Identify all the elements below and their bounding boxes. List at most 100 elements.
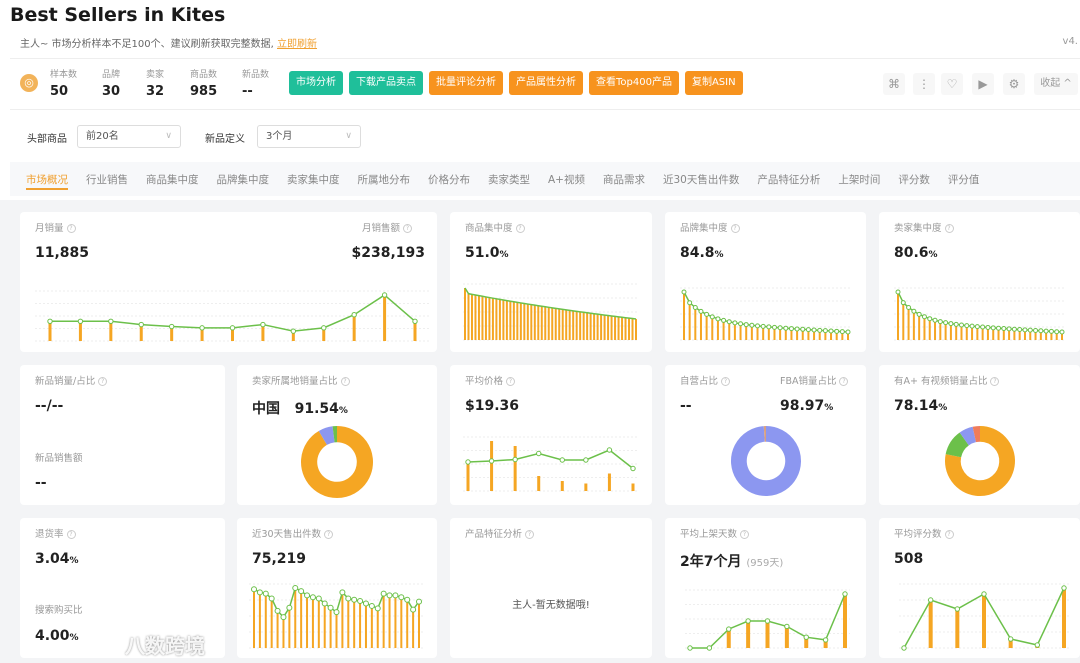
settings-icon[interactable]: ⚙ bbox=[1003, 73, 1025, 95]
tab-6[interactable]: 价格分布 bbox=[428, 174, 470, 186]
heart-icon[interactable]: ♡ bbox=[941, 73, 963, 95]
bar bbox=[519, 302, 522, 340]
data-point bbox=[138, 321, 144, 328]
help-icon[interactable]: ? bbox=[730, 224, 740, 233]
help-icon[interactable]: ? bbox=[66, 224, 76, 233]
help-icon[interactable]: ? bbox=[403, 224, 412, 233]
bar bbox=[934, 320, 937, 340]
help-icon[interactable]: ? bbox=[66, 530, 76, 539]
bar bbox=[683, 292, 685, 340]
bar bbox=[516, 302, 519, 340]
bar bbox=[607, 315, 610, 340]
help-icon[interactable]: ? bbox=[506, 377, 516, 386]
help-icon[interactable]: ? bbox=[525, 530, 535, 539]
stat-value: -- bbox=[242, 84, 253, 99]
data-point bbox=[262, 590, 269, 597]
card-title: 产品特征分析? bbox=[465, 526, 535, 540]
help-icon[interactable]: ? bbox=[721, 377, 731, 386]
bar bbox=[1008, 328, 1011, 340]
help-icon[interactable]: ? bbox=[839, 377, 849, 386]
bar bbox=[779, 327, 782, 340]
bar bbox=[560, 481, 564, 491]
donut-slice bbox=[318, 426, 335, 446]
stat-label: 品牌 bbox=[102, 70, 121, 80]
bar bbox=[762, 326, 765, 340]
bar bbox=[270, 598, 273, 648]
data-point bbox=[932, 317, 938, 323]
bar bbox=[603, 315, 606, 340]
tab-10[interactable]: 近30天售出件数 bbox=[662, 174, 740, 186]
download-selling-points-button[interactable]: 下载产品卖点 bbox=[349, 71, 423, 95]
help-icon[interactable]: ? bbox=[515, 224, 525, 233]
help-icon[interactable]: ? bbox=[990, 377, 1000, 386]
command-icon[interactable]: ⌘ bbox=[883, 73, 905, 95]
new-definition-select[interactable]: 3个月 ∨ bbox=[257, 125, 361, 148]
copy-asin-button[interactable]: 复制ASIN bbox=[684, 71, 743, 95]
tab-12[interactable]: 上架时间 bbox=[838, 174, 881, 186]
bar bbox=[78, 321, 82, 341]
tab-1[interactable]: 行业销售 bbox=[86, 174, 128, 186]
data-point bbox=[1034, 642, 1041, 648]
card-title-fba: FBA销量占比? bbox=[780, 373, 849, 387]
tab-13[interactable]: 评分数 bbox=[898, 174, 930, 186]
market-analysis-button[interactable]: 市场分析 bbox=[289, 71, 343, 95]
bar bbox=[733, 322, 736, 340]
tab-4[interactable]: 卖家集中度 bbox=[287, 174, 340, 186]
bar bbox=[928, 600, 933, 648]
head-products-label: 头部商品 bbox=[27, 134, 67, 145]
bar bbox=[400, 597, 403, 648]
data-point bbox=[981, 591, 987, 597]
bar bbox=[939, 321, 942, 340]
data-point bbox=[298, 588, 305, 595]
tab-5[interactable]: 所属地分布 bbox=[357, 174, 411, 186]
bar bbox=[394, 595, 397, 648]
tab-7[interactable]: 卖家类型 bbox=[488, 174, 530, 186]
help-icon[interactable]: ? bbox=[324, 530, 334, 539]
tab-14[interactable]: 评分值 bbox=[947, 174, 980, 186]
tab-9[interactable]: 商品需求 bbox=[602, 174, 645, 186]
tab-8[interactable]: A+视频 bbox=[548, 174, 585, 186]
data-point bbox=[755, 323, 761, 329]
bar bbox=[981, 327, 984, 340]
bar bbox=[1045, 331, 1048, 340]
view-top400-button[interactable]: 查看Top400产品 bbox=[589, 71, 679, 95]
rating-count-card: 平均评分数? 508 bbox=[879, 518, 1080, 658]
help-icon[interactable]: ? bbox=[740, 530, 750, 539]
data-point bbox=[771, 324, 777, 330]
version-label: v4. bbox=[1062, 36, 1078, 47]
data-point bbox=[1061, 585, 1067, 591]
tab-11[interactable]: 产品特征分析 bbox=[757, 174, 821, 186]
action-buttons: 市场分析 下载产品卖点 批量评论分析 产品属性分析 查看Top400产品 复制A… bbox=[289, 71, 743, 95]
tab-3[interactable]: 品牌集中度 bbox=[216, 174, 270, 186]
help-icon[interactable]: ? bbox=[340, 377, 350, 386]
help-icon[interactable]: ? bbox=[944, 224, 954, 233]
tab-2[interactable]: 商品集中度 bbox=[146, 174, 199, 186]
refresh-link[interactable]: 立即刷新 bbox=[277, 39, 318, 50]
product-attribute-analysis-button[interactable]: 产品属性分析 bbox=[509, 71, 583, 95]
aplus-video-donut bbox=[945, 426, 1015, 496]
bar bbox=[561, 309, 564, 340]
collapse-button[interactable]: 收起 ^ bbox=[1034, 73, 1078, 95]
data-point bbox=[698, 308, 704, 314]
tab-0[interactable]: 市场概况 bbox=[26, 172, 68, 190]
help-icon[interactable]: ? bbox=[944, 530, 954, 539]
data-point bbox=[1059, 329, 1065, 335]
data-point bbox=[512, 456, 518, 463]
batch-review-analysis-button[interactable]: 批量评论分析 bbox=[429, 71, 503, 95]
bar bbox=[294, 588, 297, 648]
bar bbox=[897, 292, 899, 340]
help-icon[interactable]: ? bbox=[98, 377, 108, 386]
head-products-select[interactable]: 前20名 ∨ bbox=[77, 125, 181, 148]
more-icon[interactable]: ⋮ bbox=[913, 73, 935, 95]
bar bbox=[818, 330, 821, 340]
bar bbox=[554, 308, 557, 340]
bar bbox=[300, 591, 303, 648]
data-point bbox=[996, 325, 1002, 331]
data-point bbox=[315, 595, 322, 602]
data-point bbox=[345, 595, 352, 602]
bar bbox=[711, 316, 714, 340]
bar bbox=[1023, 329, 1026, 340]
bar bbox=[329, 607, 332, 648]
video-icon[interactable]: ▶ bbox=[972, 73, 994, 95]
data-point bbox=[985, 324, 991, 330]
